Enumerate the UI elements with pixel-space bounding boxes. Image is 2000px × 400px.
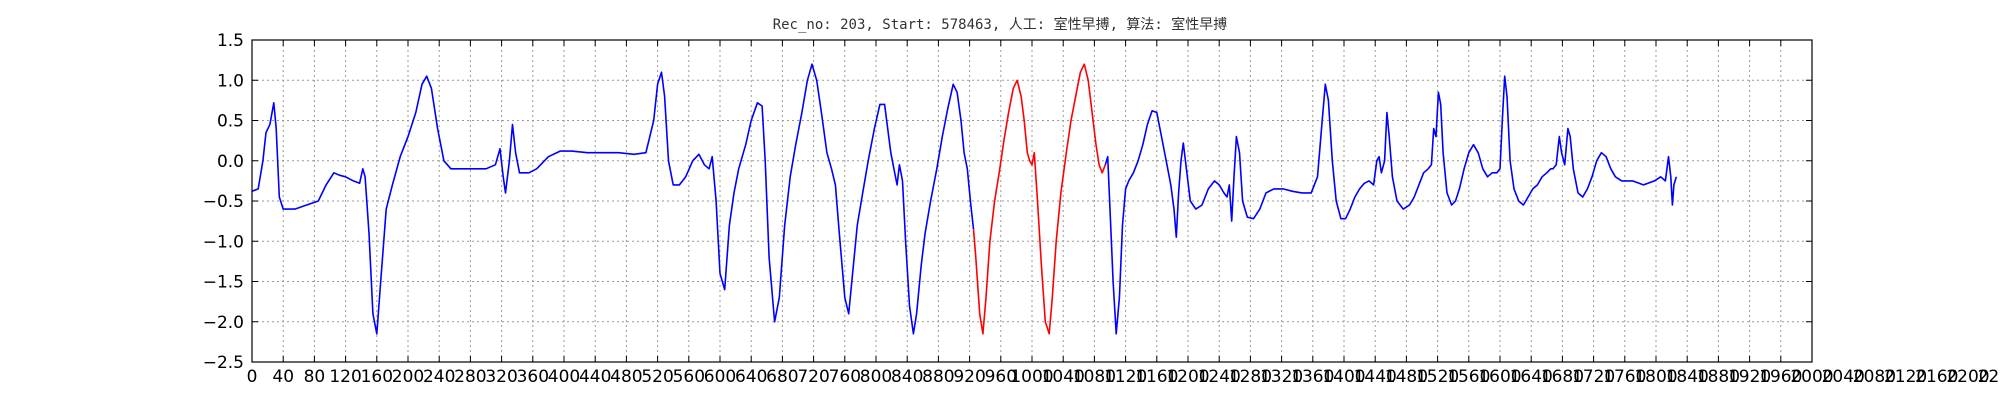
x-tick-label: 1400	[1322, 367, 1365, 387]
y-tick-label: −2.5	[203, 353, 244, 373]
series-line-2	[1104, 75, 1678, 335]
x-tick-label: 600	[704, 367, 736, 387]
x-tick-label: 1120	[1104, 367, 1147, 387]
x-tick-label: 480	[610, 367, 642, 387]
y-tick-label: 0.5	[217, 112, 244, 132]
x-tick-label: 160	[361, 367, 393, 387]
series-line-0	[251, 63, 975, 335]
x-tick-label: 840	[891, 367, 923, 387]
x-axis-ticks: 0 40 80 12016020024028032036040044048052056…	[247, 40, 2000, 387]
x-tick-label: 1200	[1166, 367, 1209, 387]
grid	[251, 39, 1813, 363]
y-tick-label: 0.0	[217, 152, 244, 172]
x-tick-label: 400	[548, 367, 580, 387]
y-axis-ticks: −2.5 −2.0 −1.5 −1.0 −0.5 0.0 0.5 1.0 1.5	[203, 31, 1812, 373]
x-tick-label: 680	[766, 367, 798, 387]
x-tick-label: 40	[272, 367, 294, 387]
x-tick-label: 720	[797, 367, 829, 387]
x-tick-label: 360	[517, 367, 549, 387]
x-tick-label: 2040	[1822, 367, 1865, 387]
x-tick-label: 280	[454, 367, 486, 387]
x-tick-label: 1600	[1478, 367, 1521, 387]
x-tick-label: 1480	[1385, 367, 1428, 387]
x-tick-label: 1000	[1010, 367, 1053, 387]
x-tick-label: 520	[641, 367, 673, 387]
x-tick-label: 1560	[1447, 367, 1490, 387]
x-tick-label: 760	[829, 367, 861, 387]
y-tick-label: −2.0	[203, 313, 244, 333]
x-tick-label: 920	[953, 367, 985, 387]
x-tick-label: 0	[247, 367, 258, 387]
x-tick-label: 200	[392, 367, 424, 387]
y-tick-label: −1.5	[203, 273, 244, 293]
x-tick-label: 2160	[1915, 367, 1958, 387]
x-tick-label: 1080	[1073, 367, 1116, 387]
x-tick-label: 1040	[1042, 367, 1085, 387]
x-tick-label: 240	[423, 367, 455, 387]
x-tick-label: 880	[922, 367, 954, 387]
x-tick-label: 1920	[1728, 367, 1771, 387]
x-tick-label: 1440	[1354, 367, 1397, 387]
x-tick-label: 2000	[1790, 367, 1833, 387]
x-tick-label: 800	[860, 367, 892, 387]
x-tick-label: 1840	[1666, 367, 1709, 387]
x-tick-label: 1240	[1198, 367, 1241, 387]
y-tick-label: 1.0	[217, 71, 244, 91]
x-tick-label: 1160	[1135, 367, 1178, 387]
x-tick-label: 2200	[1946, 367, 1989, 387]
x-tick-label: 1640	[1510, 367, 1553, 387]
x-tick-label: 1320	[1260, 367, 1303, 387]
x-tick-label: 2080	[1853, 367, 1896, 387]
x-tick-label: 2240	[1978, 367, 2000, 387]
x-tick-label: 120	[329, 367, 361, 387]
x-tick-label: 640	[735, 367, 767, 387]
x-tick-label: 1880	[1697, 367, 1740, 387]
x-tick-label: 1800	[1634, 367, 1677, 387]
x-tick-label: 1760	[1603, 367, 1646, 387]
y-tick-label: −0.5	[203, 192, 244, 212]
x-tick-label: 1960	[1759, 367, 1802, 387]
x-tick-label: 1360	[1291, 367, 1334, 387]
x-tick-label: 440	[579, 367, 611, 387]
x-tick-label: 2120	[1884, 367, 1927, 387]
x-tick-label: 1520	[1416, 367, 1459, 387]
x-tick-label: 960	[985, 367, 1017, 387]
x-tick-label: 1680	[1541, 367, 1584, 387]
x-tick-label: 560	[673, 367, 705, 387]
series-layer	[251, 63, 1678, 335]
x-tick-label: 320	[485, 367, 517, 387]
series-line-1	[972, 63, 1107, 335]
x-tick-label: 1720	[1572, 367, 1615, 387]
x-tick-label: 80	[304, 367, 326, 387]
x-tick-label: 1280	[1229, 367, 1272, 387]
y-tick-label: 1.5	[217, 31, 244, 51]
chart-title: Rec_no: 203, Start: 578463, 人工: 室性早搏, 算法…	[773, 16, 1228, 33]
y-tick-label: −1.0	[203, 232, 244, 252]
